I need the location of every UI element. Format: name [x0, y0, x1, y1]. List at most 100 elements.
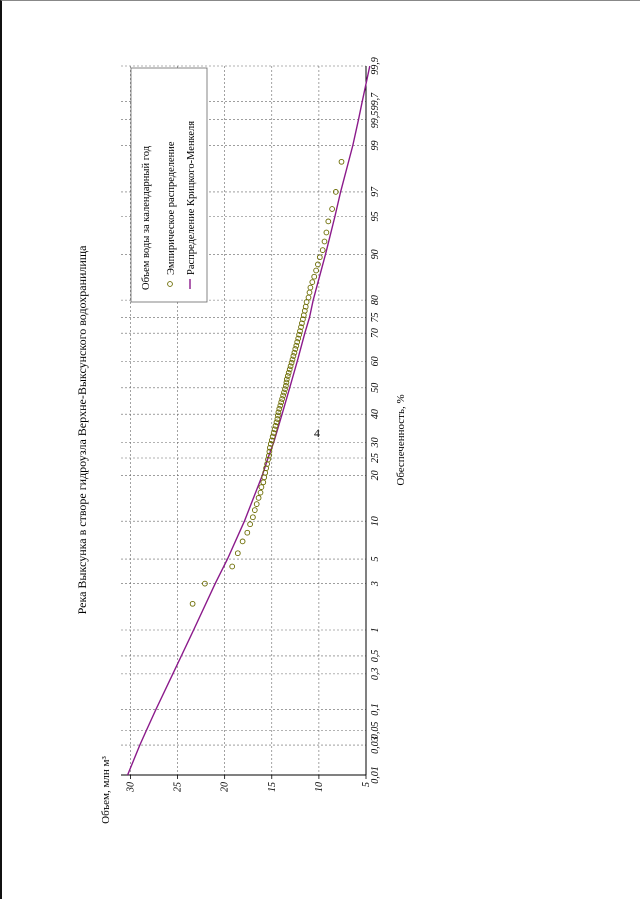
empirical-point	[325, 218, 332, 225]
empirical-point	[313, 267, 319, 274]
empirical-point	[321, 238, 328, 245]
empirical-point	[285, 369, 292, 376]
empirical-point	[273, 419, 280, 426]
empirical-point	[255, 495, 262, 501]
empirical-point	[323, 229, 330, 236]
empirical-point	[300, 316, 306, 323]
y-axis-label: Объем, млн м³	[100, 755, 112, 823]
empirical-point	[202, 580, 208, 587]
x-tick-label: 80	[370, 295, 381, 305]
legend-title: Объем воды за календарный год	[141, 145, 152, 290]
x-tick-label: 10	[370, 516, 381, 526]
x-tick-label: 97	[370, 186, 381, 197]
empirical-point	[250, 514, 256, 521]
empirical-point	[274, 416, 281, 422]
series-points-empirical	[189, 158, 345, 607]
empirical-point	[292, 346, 299, 352]
empirical-point	[267, 444, 273, 451]
x-tick-label: 99,5	[370, 111, 381, 128]
empirical-point	[258, 484, 265, 490]
empirical-point	[268, 437, 275, 444]
x-tick-label: 30	[370, 437, 381, 448]
x-tick-label: 90	[370, 249, 381, 259]
chart-title: Река Выксунка в створе гидроузла Верхне-…	[75, 245, 89, 614]
empirical-point	[307, 284, 314, 291]
y-tick-label: 20	[220, 782, 231, 792]
empirical-point	[276, 405, 283, 412]
legend-item-empirical: Эмпирическое распределение	[166, 141, 177, 275]
empirical-point	[283, 383, 289, 389]
x-tick-label: 60	[370, 356, 381, 366]
empirical-point	[278, 399, 285, 406]
x-tick-label: 99	[370, 141, 381, 151]
empirical-point	[272, 423, 279, 429]
empirical-point	[275, 412, 281, 419]
empirical-point	[257, 489, 264, 496]
empirical-point	[306, 289, 313, 296]
y-tick-label: 5	[361, 782, 372, 787]
empirical-point	[260, 479, 267, 486]
empirical-point	[296, 331, 302, 338]
empirical-point	[234, 550, 241, 557]
empirical-point	[311, 273, 318, 280]
legend: Объем воды за календарный год Эмпирическ…	[130, 67, 208, 303]
empirical-point	[332, 189, 339, 195]
x-tick-label: 0,03	[370, 736, 381, 754]
x-tick-label: 0,01	[370, 766, 381, 784]
x-axis-label: Обеспеченность, %	[395, 394, 407, 485]
y-tick-label: 25	[173, 782, 184, 792]
legend-box	[130, 67, 208, 303]
x-tick-label: 40	[370, 409, 381, 419]
x-tick-label: 99,7	[370, 92, 381, 111]
empirical-point	[266, 448, 273, 455]
x-tick-label: 5	[370, 557, 381, 562]
empirical-point	[275, 409, 282, 416]
empirical-point	[286, 366, 293, 373]
empirical-point	[277, 402, 284, 409]
x-tick-label: 0,05	[370, 722, 381, 740]
empirical-point	[239, 538, 246, 545]
empirical-point	[316, 254, 323, 261]
empirical-point	[271, 426, 278, 433]
kritsky-menkel-curve	[126, 65, 371, 776]
empirical-point	[319, 247, 326, 253]
y-tick-label: 15	[267, 782, 278, 792]
empirical-point	[247, 521, 253, 528]
empirical-point	[290, 353, 297, 359]
x-tick-label: 75	[370, 313, 381, 323]
empirical-point	[291, 349, 298, 356]
empirical-point	[294, 339, 301, 345]
empirical-point	[280, 392, 286, 399]
legend-circle-marker	[167, 281, 173, 287]
empirical-point	[295, 335, 302, 342]
x-tick-label: 3	[370, 581, 381, 587]
empirical-point	[261, 474, 268, 481]
x-tick-label: 20	[370, 470, 381, 480]
x-tick-label: 70	[370, 328, 381, 338]
x-tick-label: 95	[370, 211, 381, 221]
empirical-point	[189, 600, 196, 607]
empirical-point	[329, 206, 335, 212]
empirical-point	[298, 324, 304, 330]
empirical-point	[301, 307, 308, 314]
x-tick-label: 50	[370, 383, 381, 393]
empirical-point	[266, 452, 272, 459]
empirical-point	[283, 379, 290, 386]
x-tick-label: 99,9	[370, 57, 381, 75]
empirical-point	[282, 386, 288, 392]
y-ticks: 5 10 15 20 25 30	[125, 775, 372, 793]
empirical-point	[338, 158, 345, 165]
empirical-point	[284, 373, 291, 379]
empirical-point	[269, 433, 276, 440]
empirical-point	[287, 363, 294, 370]
empirical-point	[293, 342, 300, 349]
series-line-kritsky-menkel	[126, 65, 371, 776]
empirical-point	[299, 320, 305, 327]
empirical-point	[289, 356, 296, 363]
page-number: 4	[314, 426, 320, 440]
empirical-point	[251, 507, 258, 513]
y-tick-label: 10	[314, 782, 325, 792]
empirical-point	[288, 359, 295, 366]
